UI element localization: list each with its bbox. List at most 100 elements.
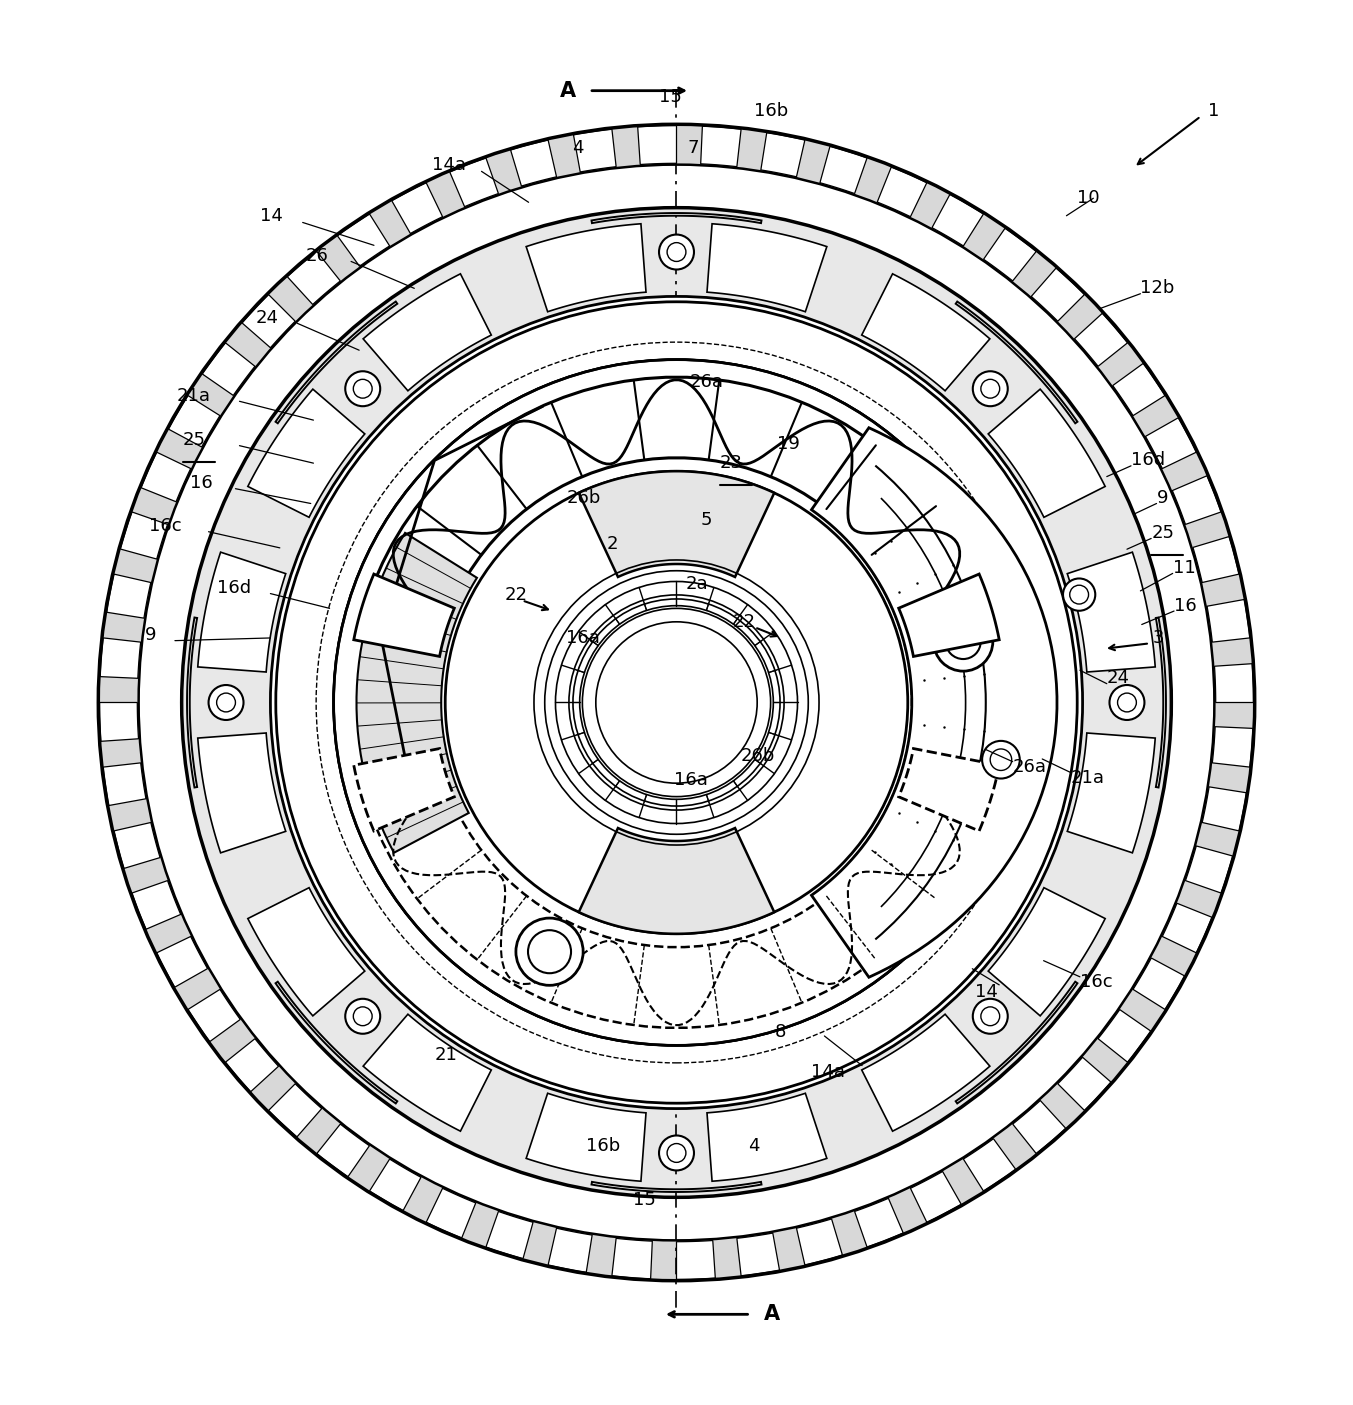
Text: 19: 19 xyxy=(778,436,800,454)
Polygon shape xyxy=(988,389,1105,517)
Polygon shape xyxy=(1162,903,1212,953)
Polygon shape xyxy=(426,1189,476,1238)
Polygon shape xyxy=(1012,1100,1066,1154)
Circle shape xyxy=(445,471,908,934)
Polygon shape xyxy=(198,552,285,672)
Circle shape xyxy=(981,1007,1000,1026)
Polygon shape xyxy=(1132,958,1184,1009)
Polygon shape xyxy=(676,1241,716,1280)
Polygon shape xyxy=(157,937,207,988)
Polygon shape xyxy=(1058,1058,1111,1110)
Text: 14: 14 xyxy=(260,207,283,225)
Text: 14a: 14a xyxy=(432,156,465,174)
Text: 14a: 14a xyxy=(810,1064,846,1082)
Circle shape xyxy=(353,1007,372,1026)
Circle shape xyxy=(667,243,686,261)
Text: 15: 15 xyxy=(659,89,682,107)
Text: 5: 5 xyxy=(701,510,712,528)
Polygon shape xyxy=(911,1172,961,1222)
Polygon shape xyxy=(1185,846,1233,894)
Text: 21a: 21a xyxy=(176,386,210,405)
Text: 26: 26 xyxy=(306,247,329,266)
Polygon shape xyxy=(548,1228,593,1273)
Polygon shape xyxy=(449,157,498,207)
Polygon shape xyxy=(369,1159,421,1211)
Text: 16c: 16c xyxy=(1080,974,1112,991)
Circle shape xyxy=(667,1144,686,1162)
Polygon shape xyxy=(1068,733,1155,853)
Text: 26b: 26b xyxy=(741,747,775,766)
Polygon shape xyxy=(955,982,1077,1103)
Polygon shape xyxy=(392,183,442,233)
Circle shape xyxy=(334,360,1019,1045)
Polygon shape xyxy=(898,575,1000,656)
Polygon shape xyxy=(574,129,616,171)
Polygon shape xyxy=(737,1234,779,1276)
Polygon shape xyxy=(353,749,455,830)
Polygon shape xyxy=(363,274,491,391)
Circle shape xyxy=(99,124,1254,1281)
Polygon shape xyxy=(797,1220,843,1264)
Text: 26a: 26a xyxy=(690,374,724,392)
Polygon shape xyxy=(1068,552,1155,672)
Polygon shape xyxy=(1215,663,1253,702)
Text: 16d: 16d xyxy=(216,579,250,597)
Circle shape xyxy=(345,371,380,406)
Polygon shape xyxy=(637,125,676,164)
Polygon shape xyxy=(337,214,390,267)
Polygon shape xyxy=(120,511,168,559)
Polygon shape xyxy=(510,140,556,185)
Polygon shape xyxy=(242,295,295,347)
Text: 2a: 2a xyxy=(686,575,709,593)
Polygon shape xyxy=(141,452,191,502)
Polygon shape xyxy=(812,427,1057,978)
Polygon shape xyxy=(820,146,867,194)
Circle shape xyxy=(515,917,583,985)
Polygon shape xyxy=(963,1138,1016,1191)
Polygon shape xyxy=(988,888,1105,1016)
Text: 4: 4 xyxy=(571,139,583,157)
Text: 16: 16 xyxy=(1174,597,1197,614)
Circle shape xyxy=(276,302,1077,1103)
Polygon shape xyxy=(1099,1010,1150,1062)
Polygon shape xyxy=(1146,417,1196,468)
Polygon shape xyxy=(367,778,986,1027)
Polygon shape xyxy=(188,989,241,1041)
Text: 16a: 16a xyxy=(567,629,601,646)
Polygon shape xyxy=(100,638,141,679)
Polygon shape xyxy=(851,486,999,919)
Text: 24: 24 xyxy=(1107,669,1130,687)
Text: 16b: 16b xyxy=(586,1137,621,1155)
Text: 9: 9 xyxy=(145,627,157,645)
Text: 25: 25 xyxy=(183,431,206,450)
Circle shape xyxy=(181,208,1172,1197)
Circle shape xyxy=(1109,686,1145,719)
Text: 3: 3 xyxy=(1153,629,1164,646)
Polygon shape xyxy=(287,251,341,305)
Text: 15: 15 xyxy=(633,1191,656,1210)
Circle shape xyxy=(271,296,1082,1109)
Circle shape xyxy=(982,740,1020,778)
Circle shape xyxy=(1118,693,1137,712)
Text: 16c: 16c xyxy=(149,517,183,535)
Polygon shape xyxy=(114,822,160,868)
Polygon shape xyxy=(612,1238,652,1279)
Polygon shape xyxy=(1212,726,1253,767)
Text: 22: 22 xyxy=(505,586,528,604)
Text: 23: 23 xyxy=(720,454,743,472)
Polygon shape xyxy=(708,223,827,312)
Text: 4: 4 xyxy=(748,1137,759,1155)
Polygon shape xyxy=(701,126,741,167)
Text: 1: 1 xyxy=(1208,101,1219,119)
Polygon shape xyxy=(356,532,478,853)
Circle shape xyxy=(208,686,244,719)
Circle shape xyxy=(1070,586,1089,604)
Polygon shape xyxy=(1207,600,1250,642)
Text: 25: 25 xyxy=(1151,524,1174,542)
Circle shape xyxy=(946,624,981,659)
Text: 8: 8 xyxy=(775,1023,786,1041)
Text: 16d: 16d xyxy=(1131,451,1165,469)
Polygon shape xyxy=(107,575,150,618)
Polygon shape xyxy=(1031,268,1084,322)
Polygon shape xyxy=(526,223,645,312)
